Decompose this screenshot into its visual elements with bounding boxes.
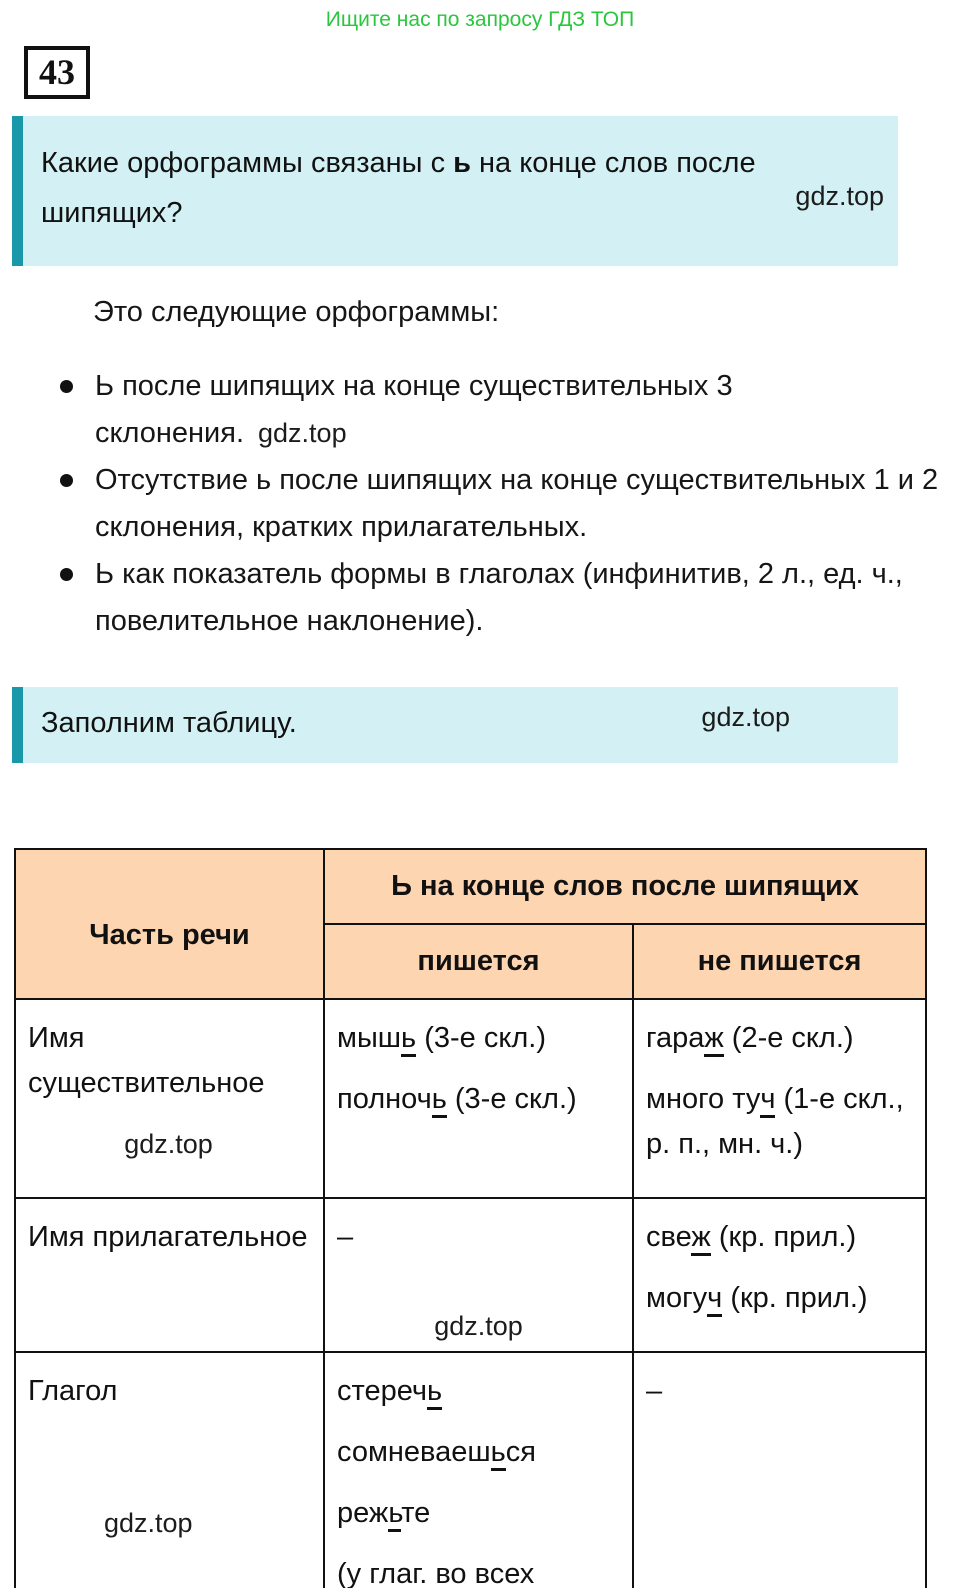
cell-part-of-speech: Имя прилагательное (14, 1197, 325, 1353)
table-subheader-row: пишется не пишется (15, 923, 927, 1000)
table-row: Глагол gdz.top стеречь сомневаешься режьте (у… (14, 1351, 927, 1588)
cell-not-written: – (632, 1351, 927, 1588)
cell-not-written: свеж (кр. прил.) могуч (кр. прил.) (632, 1197, 927, 1353)
orthogram-list: Ь после шипящих на конце существительных… (0, 363, 960, 645)
list-item: Отсутствие ь после шипящих на конце суще… (0, 457, 960, 551)
watermark: gdz.top (701, 702, 790, 732)
list-item: Ь как показатель формы в глаголах (инфин… (0, 551, 960, 645)
table-header-row: Часть речи Ь на конце слов после шипящих (14, 848, 927, 1000)
cell-part-of-speech: Имя существительное gdz.top (14, 998, 325, 1199)
fill-table-block: Заполним таблицу. gdz.top (12, 687, 898, 763)
bullet-icon (60, 474, 73, 487)
header-span: Ь на конце слов после шипящих (323, 848, 927, 925)
orthogram-table: Часть речи Ь на конце слов после шипящих… (14, 848, 927, 1588)
cell-written: стеречь сомневаешься режьте (у глаг. во все… (323, 1351, 634, 1588)
question-block: Какие орфограммы связаны с ь на конце сл… (12, 116, 898, 266)
header-written: пишется (323, 923, 634, 1000)
bullet-icon (60, 380, 73, 393)
watermark: gdz.top (795, 181, 884, 211)
watermark: gdz.top (258, 418, 347, 448)
table-row: Имя существительное gdz.top мышь (3-е скл.… (14, 998, 927, 1199)
header-part-of-speech: Часть речи (14, 848, 325, 1000)
answer-intro: Это следующие орфограммы: (93, 296, 500, 328)
bold-soft-sign: ь (453, 147, 471, 179)
exercise-number: 43 (24, 46, 90, 99)
cell-part-of-speech: Глагол gdz.top (14, 1351, 325, 1588)
table-row: Имя прилагательное – gdz.top свеж (кр. прил… (14, 1197, 927, 1353)
header-not-written: не пишется (632, 923, 927, 1000)
watermark: gdz.top (434, 1311, 523, 1341)
bullet-icon (60, 568, 73, 581)
promo-link: Ищите нас по запросу ГДЗ ТОП (325, 8, 635, 31)
cell-written: мышь (3-е скл.) полночь (3-е скл.) (323, 998, 634, 1199)
table-body: Имя существительное gdz.top мышь (3-е скл.… (14, 998, 927, 1588)
cell-written: – gdz.top (323, 1197, 634, 1353)
cell-not-written: гараж (2-е скл.) много туч (1-е скл., р. … (632, 998, 927, 1199)
watermark: gdz.top (104, 1508, 193, 1538)
list-item: Ь после шипящих на конце существительных… (0, 363, 960, 457)
question-text: Какие орфограммы связаны с ь на конце сл… (41, 147, 756, 229)
fill-table-label: Заполним таблицу. (41, 707, 297, 739)
watermark: gdz.top (124, 1129, 213, 1159)
